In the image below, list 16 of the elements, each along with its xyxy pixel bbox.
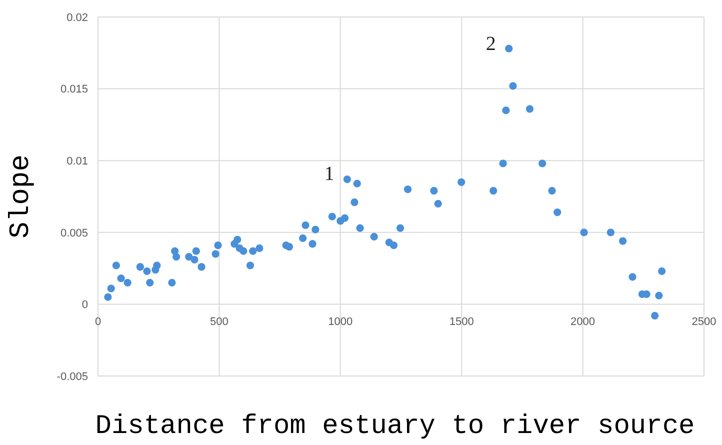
x-tick-label: 2000 [570,316,596,328]
x-tick-label: 1500 [449,316,474,328]
annotation: 2 [486,32,496,56]
annotation: 1 [324,162,334,186]
x-tick-label: 2500 [692,316,716,328]
y-tick-label: 0.015 [60,84,88,96]
y-tick-label: -0.005 [56,370,88,383]
x-axis-title: Distance from estuary to river source [95,412,695,442]
y-axis-title: Slope [6,154,37,239]
x-tick-label: 1000 [328,316,353,328]
x-tick-label: 500 [210,316,228,328]
y-tick-label: 0.02 [66,12,88,24]
y-tick-label: 0 [82,299,88,312]
y-tick-label: 0.005 [60,227,88,240]
y-tick-label: 0.01 [66,156,88,168]
x-tick-label: 0 [94,316,102,328]
